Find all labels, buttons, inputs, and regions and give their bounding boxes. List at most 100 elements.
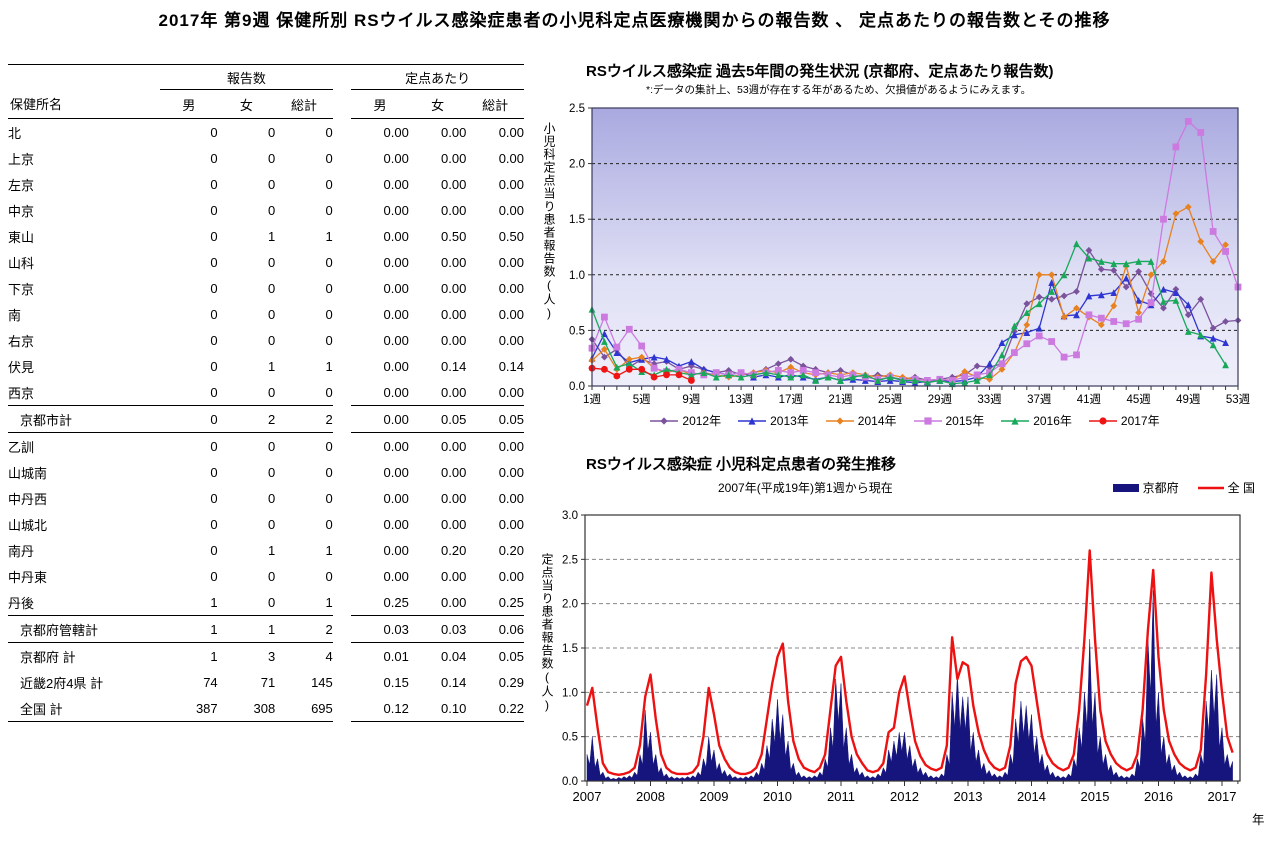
report-count-cell: 0 — [325, 490, 333, 506]
health-center-name: 上京 — [8, 151, 35, 167]
table-row: 京都府管轄計 1 1 2 0.03 0.03 0.06 — [8, 615, 524, 643]
report-count-cell: 0 — [325, 438, 333, 454]
weekly-chart-title: RSウイルス感染症 過去5年間の発生状況 (京都府、定点あたり報告数) — [586, 63, 1054, 80]
table-row: 近畿2府4県 計 74 71 145 0.15 0.14 0.29 — [8, 669, 524, 695]
per-sentinel-cell: 0.20 — [498, 542, 524, 558]
table-gap-cell — [333, 171, 352, 197]
svg-text:0.5: 0.5 — [562, 732, 578, 744]
per-sentinel-cell: 0.00 — [383, 150, 409, 166]
table-gap-cell — [333, 249, 352, 275]
svg-text:17週: 17週 — [779, 393, 804, 406]
trend-chart-block: RSウイルス感染症 小児科定点患者の発生推移 2007年(平成19年)第1週から… — [540, 453, 1269, 847]
svg-text:1.0: 1.0 — [562, 687, 578, 699]
legend-label: 2012年 — [682, 414, 722, 428]
health-center-name: 近畿2府4県 計 — [20, 675, 104, 691]
report-count-cell: 1 — [325, 358, 333, 374]
legend-label: 2015年 — [945, 414, 985, 428]
svg-text:2.5: 2.5 — [562, 554, 578, 566]
per-sentinel-cell: 0.00 — [498, 280, 524, 296]
table-row: 東山 0 1 1 0.00 0.50 0.50 — [8, 223, 524, 249]
per-sentinel-cell: 0.00 — [498, 568, 524, 584]
per-sentinel-cell: 0.00 — [441, 306, 467, 322]
table-gap-cell — [333, 459, 352, 485]
table-column-header-row: 保健所名 男 女 総計 男 女 総計 — [8, 89, 524, 119]
legend-item: 2017年 — [1088, 412, 1160, 429]
report-count-cell: 145 — [311, 674, 333, 690]
svg-text:0.0: 0.0 — [562, 776, 578, 788]
health-center-name: 中丹東 — [8, 569, 48, 585]
table-gap-cell — [333, 695, 352, 722]
per-sentinel-cell: 0.00 — [441, 176, 467, 192]
svg-text:2008: 2008 — [636, 789, 665, 804]
trend-area-chart: 0.0 0.5 1.0 1.5 2.0 2.5 3.0 2007 2008 2009 2010 201… — [562, 510, 1241, 804]
report-count-cell: 0 — [210, 490, 218, 506]
legend-swatch-icon — [1112, 484, 1139, 492]
group-header-per-sentinel: 定点あたり — [351, 64, 524, 90]
legend-marker-icon — [650, 416, 679, 425]
per-sentinel-cell: 0.03 — [408, 615, 467, 643]
health-center-name: 伏見 — [8, 359, 35, 375]
svg-text:1.5: 1.5 — [569, 214, 585, 226]
table-row: 山城南 0 0 0 0.00 0.00 0.00 — [8, 459, 524, 485]
per-sentinel-cell: 0.00 — [441, 124, 467, 140]
report-count-cell: 1 — [210, 648, 218, 664]
svg-text:1週: 1週 — [583, 393, 601, 406]
table-row: 北 0 0 0 0.00 0.00 0.00 — [8, 119, 524, 146]
report-count-cell: 0 — [267, 150, 276, 166]
table-row: 西京 0 0 0 0.00 0.00 0.00 — [8, 379, 524, 406]
per-sentinel-cell: 0.29 — [498, 674, 524, 690]
table-body: 北 0 0 0 0.00 0.00 0.00 上京 0 0 0 0.00 0.00 0.00 左京 0 0 0 0.… — [8, 119, 524, 722]
legend-item: 全 国 — [1197, 479, 1255, 496]
report-count-cell: 1 — [267, 358, 276, 374]
health-center-name: 北 — [8, 125, 22, 141]
per-sentinel-cell: 0.00 — [441, 464, 467, 480]
report-count-cell: 0 — [210, 124, 218, 140]
per-sentinel-cell: 0.14 — [441, 358, 467, 374]
legend-label: 2017年 — [1120, 414, 1160, 428]
report-count-cell: 1 — [325, 542, 333, 558]
per-sentinel-cell: 0.00 — [498, 438, 524, 454]
per-sentinel-cell: 0.00 — [498, 516, 524, 532]
report-count-cell: 0 — [267, 464, 276, 480]
health-center-name: 中丹西 — [8, 491, 48, 507]
report-count-cell: 0 — [325, 306, 333, 322]
page-title: 2017年 第9週 保健所別 RSウイルス感染症患者の小児科定点医療機関からの報… — [158, 11, 1111, 30]
svg-text:1.5: 1.5 — [562, 643, 578, 655]
column-header-name: 保健所名 — [8, 89, 161, 119]
per-sentinel-cell: 0.00 — [441, 254, 467, 270]
weekly-line-chart: 0.0 0.5 1.0 1.5 2.0 2.5 1週 5週 9週 13週 17週 21週 25週 29週 3… — [569, 103, 1250, 406]
svg-text:2010: 2010 — [763, 789, 792, 804]
table-gap-cell — [333, 223, 352, 249]
weekly-chart-note: *:データの集計上、53週が存在する年があるため、欠損値があるようにみえます。 — [646, 84, 1032, 96]
report-count-cell: 2 — [275, 405, 333, 433]
report-count-cell: 1 — [325, 228, 333, 244]
legend-item: 2014年 — [825, 412, 897, 429]
report-count-cell: 0 — [210, 306, 218, 322]
table-gap-cell — [333, 197, 352, 223]
table-gap-cell — [333, 275, 352, 301]
report-count-cell: 0 — [210, 280, 218, 296]
health-center-name: 中京 — [8, 203, 35, 219]
health-center-name: 南 — [8, 307, 22, 323]
svg-text:0.5: 0.5 — [569, 325, 585, 337]
report-count-cell: 0 — [210, 150, 218, 166]
legend-marker-icon — [1001, 416, 1030, 425]
table-gap-cell — [333, 145, 352, 171]
report-count-cell: 0 — [267, 516, 276, 532]
legend-item: 2013年 — [737, 412, 809, 429]
report-count-cell: 0 — [210, 516, 218, 532]
legend-item: 2015年 — [913, 412, 985, 429]
table-gap-cell — [333, 406, 352, 433]
report-count-cell: 1 — [210, 594, 218, 610]
report-count-cell: 695 — [275, 695, 333, 722]
per-sentinel-cell: 0.00 — [498, 306, 524, 322]
svg-text:29週: 29週 — [928, 393, 953, 406]
report-count-cell: 0 — [325, 280, 333, 296]
table-row: 山科 0 0 0 0.00 0.00 0.00 — [8, 249, 524, 275]
report-count-cell: 0 — [325, 124, 333, 140]
legend-marker-icon — [825, 416, 854, 425]
legend-marker-icon — [738, 416, 767, 425]
per-sentinel-cell: 0.00 — [441, 516, 467, 532]
svg-text:2016: 2016 — [1144, 789, 1173, 804]
